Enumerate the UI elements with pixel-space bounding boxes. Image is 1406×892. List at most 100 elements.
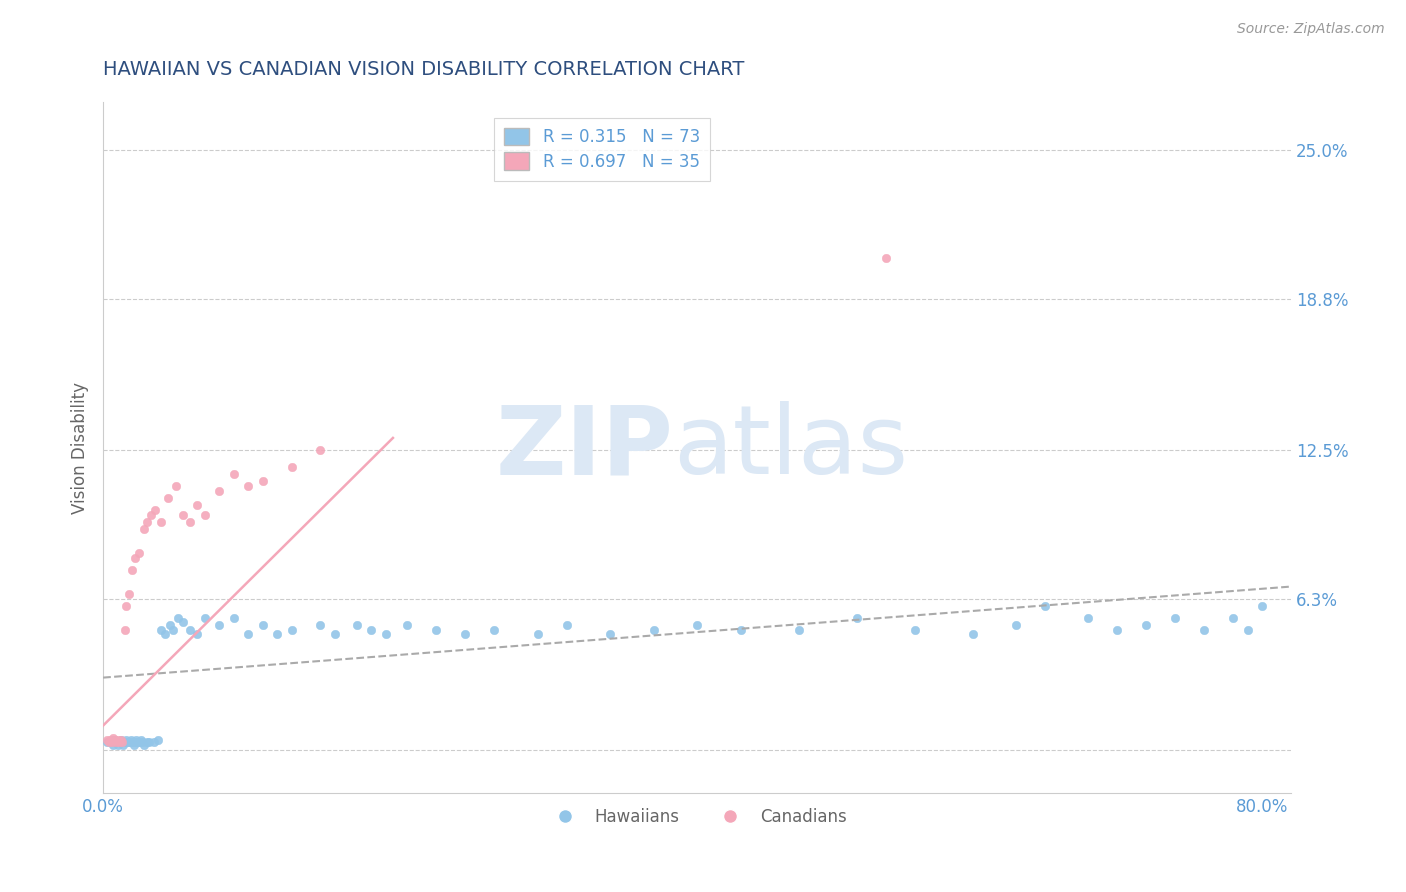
Point — [266, 627, 288, 641]
Point — [193, 508, 215, 522]
Point — [346, 618, 368, 632]
Point — [108, 735, 131, 749]
Point — [208, 618, 231, 632]
Point — [148, 733, 170, 747]
Point — [555, 618, 578, 632]
Point — [111, 735, 134, 749]
Point — [730, 623, 752, 637]
Point — [280, 459, 302, 474]
Point — [122, 738, 145, 752]
Point — [96, 735, 118, 749]
Point — [132, 738, 155, 752]
Point — [121, 563, 143, 577]
Point — [222, 467, 245, 481]
Point — [135, 515, 157, 529]
Point — [159, 618, 181, 632]
Point — [172, 615, 194, 630]
Point — [129, 733, 152, 747]
Point — [117, 735, 139, 749]
Point — [138, 735, 160, 749]
Point — [309, 618, 332, 632]
Point — [105, 735, 128, 749]
Point — [1135, 618, 1157, 632]
Point — [179, 515, 201, 529]
Point — [155, 627, 177, 641]
Point — [124, 735, 146, 749]
Point — [179, 623, 201, 637]
Point — [108, 735, 131, 749]
Point — [107, 733, 129, 747]
Point — [1164, 610, 1187, 624]
Point — [101, 733, 124, 747]
Point — [484, 623, 506, 637]
Text: HAWAIIAN VS CANADIAN VISION DISABILITY CORRELATION CHART: HAWAIIAN VS CANADIAN VISION DISABILITY C… — [103, 60, 745, 78]
Point — [903, 623, 925, 637]
Point — [114, 735, 136, 749]
Point — [172, 508, 194, 522]
Point — [104, 733, 127, 747]
Point — [127, 735, 149, 749]
Point — [236, 479, 259, 493]
Point — [103, 731, 125, 745]
Point — [686, 618, 709, 632]
Point — [100, 735, 122, 749]
Point — [118, 735, 141, 749]
Point — [118, 587, 141, 601]
Point — [120, 733, 142, 747]
Text: ZIP: ZIP — [495, 401, 673, 494]
Point — [193, 610, 215, 624]
Point — [527, 627, 550, 641]
Point — [114, 623, 136, 637]
Y-axis label: Vision Disability: Vision Disability — [72, 382, 89, 514]
Point — [143, 503, 166, 517]
Point — [1005, 618, 1028, 632]
Point — [104, 733, 127, 747]
Text: Source: ZipAtlas.com: Source: ZipAtlas.com — [1237, 22, 1385, 37]
Point — [252, 618, 274, 632]
Point — [121, 735, 143, 749]
Point — [101, 735, 124, 749]
Text: atlas: atlas — [673, 401, 908, 494]
Point — [787, 623, 810, 637]
Point — [112, 738, 135, 752]
Point — [150, 623, 173, 637]
Point — [454, 627, 477, 641]
Point — [1033, 599, 1056, 613]
Point — [323, 627, 346, 641]
Point — [110, 733, 132, 747]
Point — [115, 733, 138, 747]
Point — [252, 474, 274, 488]
Point — [110, 733, 132, 747]
Point — [103, 738, 125, 752]
Point — [142, 735, 165, 749]
Point — [96, 733, 118, 747]
Point — [309, 442, 332, 457]
Point — [100, 733, 122, 747]
Point — [1237, 623, 1260, 637]
Point — [374, 627, 396, 641]
Point — [360, 623, 382, 637]
Point — [962, 627, 984, 641]
Point — [125, 733, 148, 747]
Point — [131, 735, 153, 749]
Point — [425, 623, 447, 637]
Point — [97, 735, 120, 749]
Point — [599, 627, 621, 641]
Point — [107, 738, 129, 752]
Point — [132, 522, 155, 536]
Point — [222, 610, 245, 624]
Point — [111, 735, 134, 749]
Point — [167, 610, 190, 624]
Point — [280, 623, 302, 637]
Point — [208, 483, 231, 498]
Point — [105, 735, 128, 749]
Point — [165, 479, 187, 493]
Point — [128, 735, 150, 749]
Legend: Hawaiians, Canadians: Hawaiians, Canadians — [541, 801, 853, 832]
Point — [157, 491, 180, 505]
Point — [186, 627, 208, 641]
Point — [236, 627, 259, 641]
Point — [1107, 623, 1129, 637]
Point — [643, 623, 665, 637]
Point — [845, 610, 868, 624]
